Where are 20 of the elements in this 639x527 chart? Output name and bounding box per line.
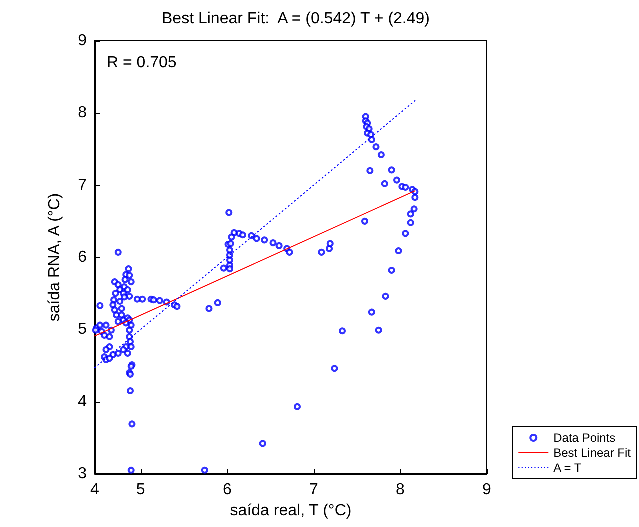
y-tick-label: 7 (78, 176, 88, 194)
y-tick-label: 8 (78, 104, 88, 122)
y-tick-label: 9 (78, 32, 88, 50)
y-tick-label: 6 (78, 249, 88, 266)
x-tick-label: 5 (136, 482, 146, 498)
x-tick-label: 6 (222, 482, 232, 498)
legend-label: A = T (554, 461, 582, 475)
x-tick-label: 9 (482, 482, 492, 498)
y-axis-title: saída RNA, A (°C) (46, 193, 64, 322)
y-tick-label: 4 (78, 393, 88, 410)
x-tick-label: 8 (396, 482, 406, 498)
x-tick-label: 4 (90, 482, 100, 498)
legend-label: Data Points (554, 431, 616, 445)
legend-label: Best Linear Fit (554, 446, 632, 460)
y-tick-label: 3 (78, 466, 88, 482)
chart-title: Best Linear Fit: A = (0.542) T + (2.49) (162, 10, 430, 28)
y-tick-label: 5 (78, 321, 88, 338)
x-tick-label: 7 (309, 482, 318, 498)
x-axis-title: saída real, T (°C) (230, 502, 352, 520)
annotation: R = 0.705 (107, 54, 177, 72)
